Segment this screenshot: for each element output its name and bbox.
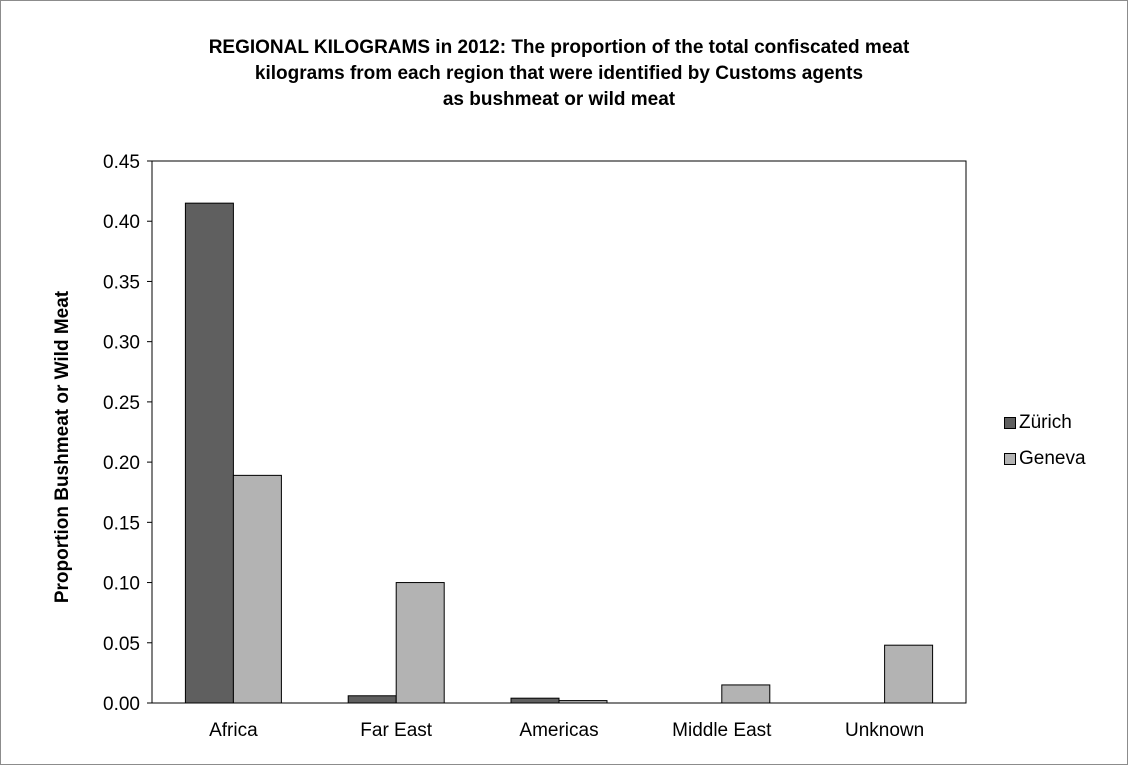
bar-zrich-africa [184, 202, 234, 704]
y-tick-label: 0.35 [103, 272, 140, 293]
x-tick-label: Far East [360, 720, 433, 741]
bar-geneva-africa [232, 474, 282, 704]
y-tick-label: 0.20 [103, 453, 140, 474]
bar-zrich-americas [510, 697, 560, 704]
legend-item-zurich: Zürich [1004, 411, 1086, 434]
x-tick-label: Middle East [672, 720, 772, 741]
bar-zrich-far-east [347, 695, 397, 704]
bar-geneva-unknown [884, 644, 934, 704]
chart-title-line-1: REGIONAL KILOGRAMS in 2012: The proporti… [208, 37, 910, 58]
bar-geneva-far-east [395, 582, 445, 704]
legend-label-geneva: Geneva [1019, 447, 1086, 469]
bar-geneva-middle-east [721, 684, 771, 704]
chart-title-line-2: kilograms from each region that were ide… [254, 63, 864, 84]
y-tick-label: 0.05 [103, 634, 140, 655]
legend-item-geneva: Geneva [1004, 447, 1086, 470]
x-tick-label: Unknown [845, 720, 924, 741]
y-tick-label: 0.30 [103, 333, 140, 354]
y-tick-label: 0.40 [103, 212, 140, 233]
y-tick-label: 0.00 [103, 694, 140, 715]
chart-title-line-3: as bushmeat or wild meat [442, 89, 676, 110]
y-axis-label-text: Proportion Bushmeat or Wild Meat [52, 290, 73, 604]
legend-swatch-zurich [1004, 416, 1016, 429]
legend: Zürich Geneva [1004, 411, 1086, 483]
y-tick-label: 0.15 [103, 513, 140, 534]
bar-geneva-americas [558, 700, 608, 704]
chart-title: REGIONAL KILOGRAMS in 2012: The proporti… [100, 35, 1018, 113]
x-tick-label: Africa [209, 720, 258, 741]
y-tick-label: 0.45 [103, 152, 140, 173]
x-tick-label: Americas [519, 720, 598, 741]
y-tick-label: 0.10 [103, 574, 140, 595]
legend-swatch-geneva [1004, 452, 1016, 465]
y-tick-label: 0.25 [103, 393, 140, 414]
legend-label-zurich: Zürich [1019, 411, 1072, 433]
